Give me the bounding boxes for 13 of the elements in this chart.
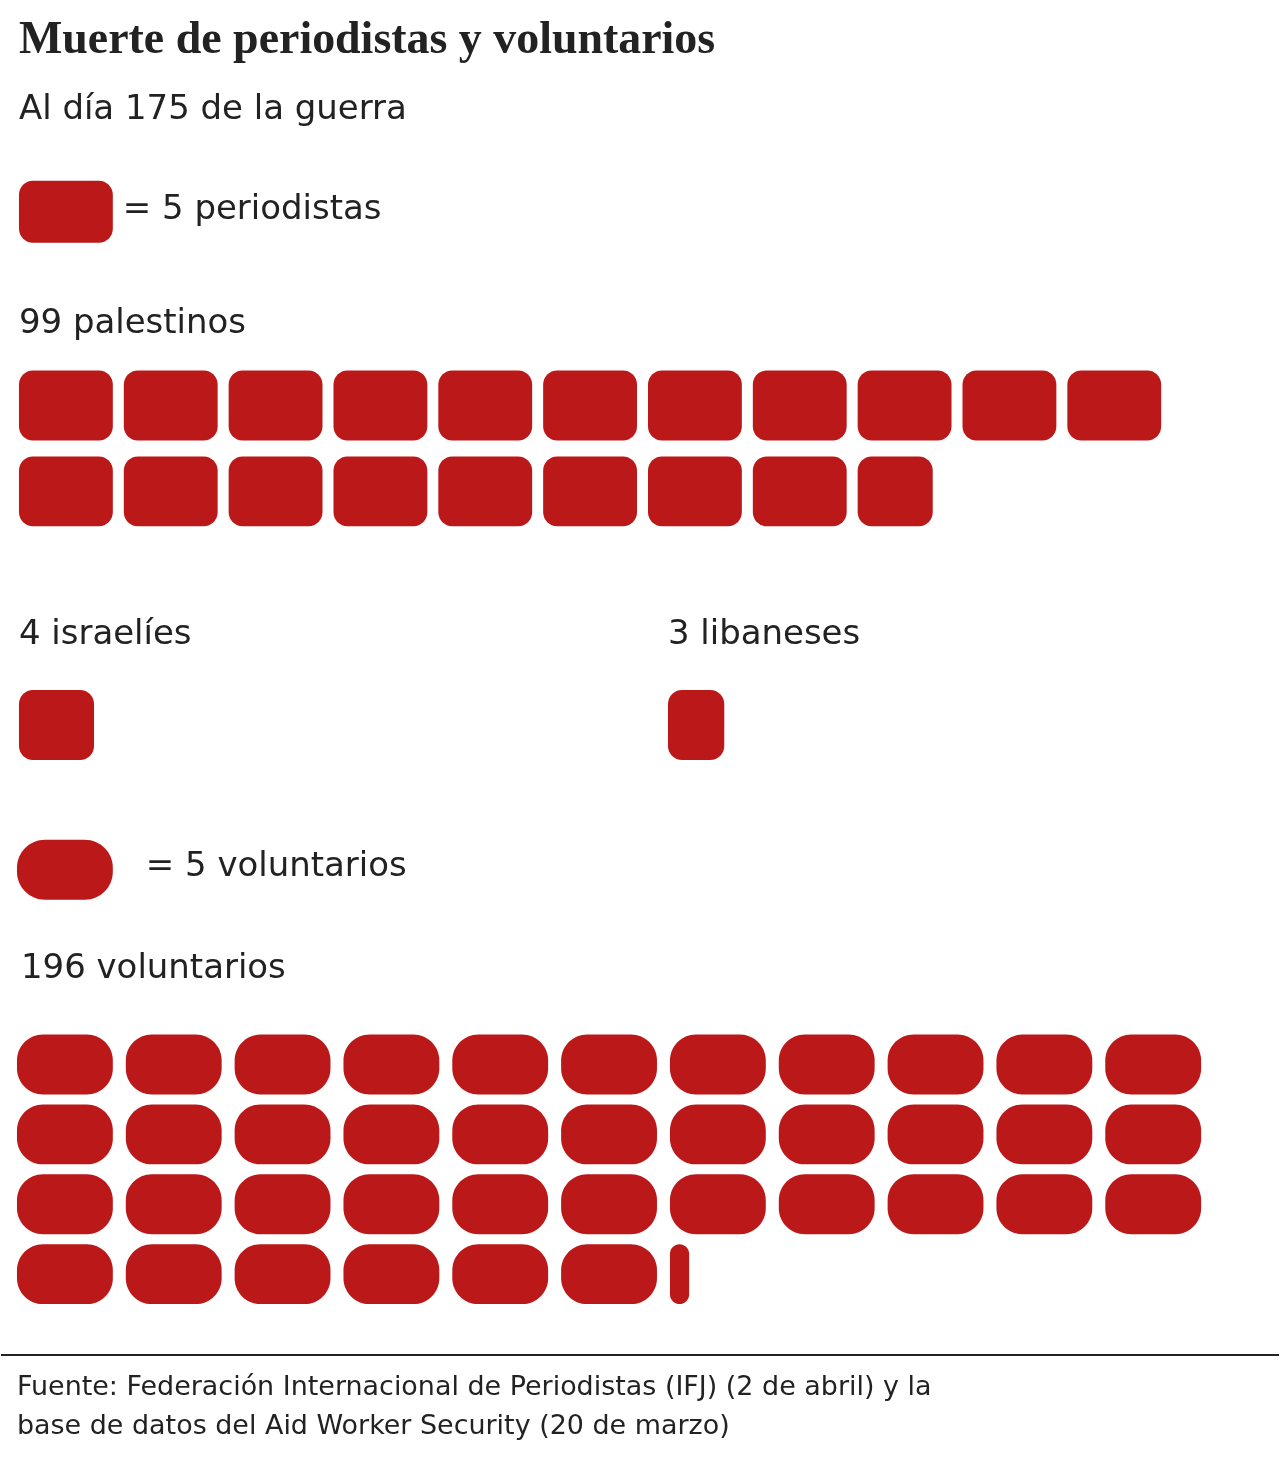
data-label: 4 [18, 612, 41, 653]
category-label: libaneses [700, 612, 861, 653]
category-label: voluntarios [96, 945, 286, 986]
data-label: 3 [667, 612, 690, 653]
text: = 5 periodistas [122, 186, 382, 227]
data-label: 99 [18, 300, 63, 341]
text: = 5 voluntarios [145, 843, 407, 884]
category-label: palestinos [72, 300, 246, 341]
data-label: 196 [20, 945, 86, 986]
text: Muerte de periodistas y voluntarios [18, 12, 716, 64]
text: Al día 175 de la guerra [18, 86, 407, 127]
category-label: israelíes [51, 612, 192, 653]
source-note: Fuente: Federación Internacional de Periodistas (IFJ) (2 de abril) y la base de datos del Aid Worker Security (20 de marzo) [16, 1369, 932, 1440]
